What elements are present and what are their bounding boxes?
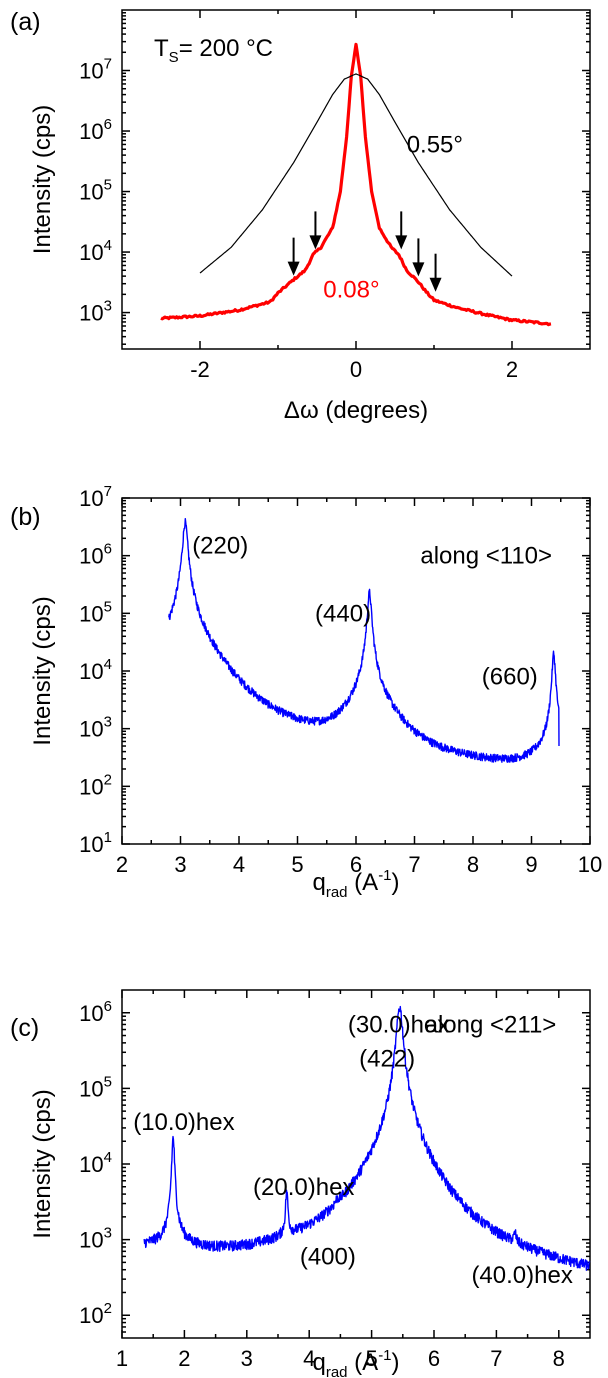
arrow-head — [429, 277, 442, 292]
peak-annotation: (10.0)hex — [133, 1109, 234, 1136]
series-spectrum — [143, 1005, 591, 1271]
x-tick-label: 3 — [174, 852, 186, 877]
x-axis-title: qrad (A-1) — [312, 867, 399, 901]
x-tick-label: 3 — [241, 1346, 253, 1371]
x-tick-label: 2 — [506, 357, 518, 382]
peak-annotation: (40.0)hex — [471, 1262, 572, 1289]
peak-annotation: (422) — [359, 1045, 415, 1072]
y-tick-label: 106 — [79, 998, 112, 1026]
y-tick-label: 104 — [79, 656, 112, 684]
arrow-head — [412, 262, 425, 277]
x-tick-label: -2 — [190, 357, 210, 382]
annotation: 0.55° — [407, 131, 463, 158]
x-tick-label: 7 — [490, 1346, 502, 1371]
x-tick-label: 0 — [350, 357, 362, 382]
y-tick-label: 103 — [79, 1225, 112, 1253]
x-tick-label: 2 — [116, 852, 128, 877]
y-tick-label: 102 — [79, 1300, 112, 1328]
x-tick-label: 7 — [408, 852, 420, 877]
peak-annotation: (220) — [192, 533, 248, 560]
y-tick-label: 102 — [79, 771, 112, 799]
y-tick-label: 103 — [79, 714, 112, 742]
y-tick-label: 105 — [79, 598, 112, 626]
panel-label: (b) — [10, 503, 41, 531]
x-tick-label: 9 — [525, 852, 537, 877]
x-tick-label: 8 — [467, 852, 479, 877]
x-tick-label: 6 — [350, 852, 362, 877]
y-axis-title: Intensity (cps) — [29, 596, 56, 745]
series-spectrum — [168, 518, 560, 763]
y-axis-title: Intensity (cps) — [29, 105, 56, 254]
panel-label: (c) — [10, 1014, 39, 1042]
x-tick-label: 2 — [178, 1346, 190, 1371]
x-tick-label: 10 — [578, 852, 602, 877]
peak-annotation: along <211> — [425, 1011, 557, 1038]
y-tick-label: 106 — [79, 541, 112, 569]
x-tick-label: 8 — [553, 1346, 565, 1371]
panel-c: 1 2 3 4 5 6 7 8 102 103 104 105 106 (c) Intensity (cps… — [10, 989, 591, 1378]
y-tick-label: 101 — [79, 829, 112, 857]
y-tick-label: 104 — [79, 1149, 112, 1177]
peak-annotation: (660) — [482, 664, 538, 691]
panel-a: -2 0 2 103 104 105 106 107 (a) Intensity (cps) Δω … — [10, 8, 591, 424]
arrow-head — [309, 235, 322, 250]
x-axis-title: Δω (degrees) — [284, 397, 428, 424]
y-axis-title: Intensity (cps) — [29, 1089, 56, 1238]
y-tick-label: 104 — [79, 237, 112, 265]
y-tick-label: 106 — [79, 116, 112, 144]
series-black-curve — [199, 73, 513, 277]
x-tick-label: 4 — [233, 852, 245, 877]
series-red-curve — [160, 42, 552, 327]
x-axis-title: qrad (A-1) — [312, 1347, 399, 1378]
x-tick-label: 5 — [291, 852, 303, 877]
arrow-head — [395, 235, 408, 250]
peak-annotation: (440) — [315, 600, 371, 627]
x-tick-label: 5 — [365, 1346, 377, 1371]
x-tick-label: 4 — [303, 1346, 315, 1371]
peak-annotation: along <110> — [420, 543, 552, 570]
x-tick-label: 6 — [428, 1346, 440, 1371]
peak-annotation: (20.0)hex — [253, 1174, 354, 1201]
ts-label: TS= 200 °C — [154, 35, 273, 66]
annotation: 0.08° — [323, 277, 379, 304]
y-tick-label: 107 — [79, 483, 112, 511]
y-tick-label: 105 — [79, 177, 112, 205]
arrow-head — [287, 261, 300, 276]
y-tick-label: 103 — [79, 298, 112, 326]
peak-annotation: (400) — [300, 1243, 356, 1270]
y-tick-label: 107 — [79, 56, 112, 84]
x-tick-label: 1 — [116, 1346, 128, 1371]
y-tick-label: 105 — [79, 1073, 112, 1101]
panel-b: 2 3 4 5 6 7 8 9 10 101 102 103 104 105 106 107 (b) Intens… — [10, 483, 602, 901]
peak-annotation: (30.0)hex — [348, 1011, 449, 1038]
panel-label: (a) — [10, 8, 41, 36]
